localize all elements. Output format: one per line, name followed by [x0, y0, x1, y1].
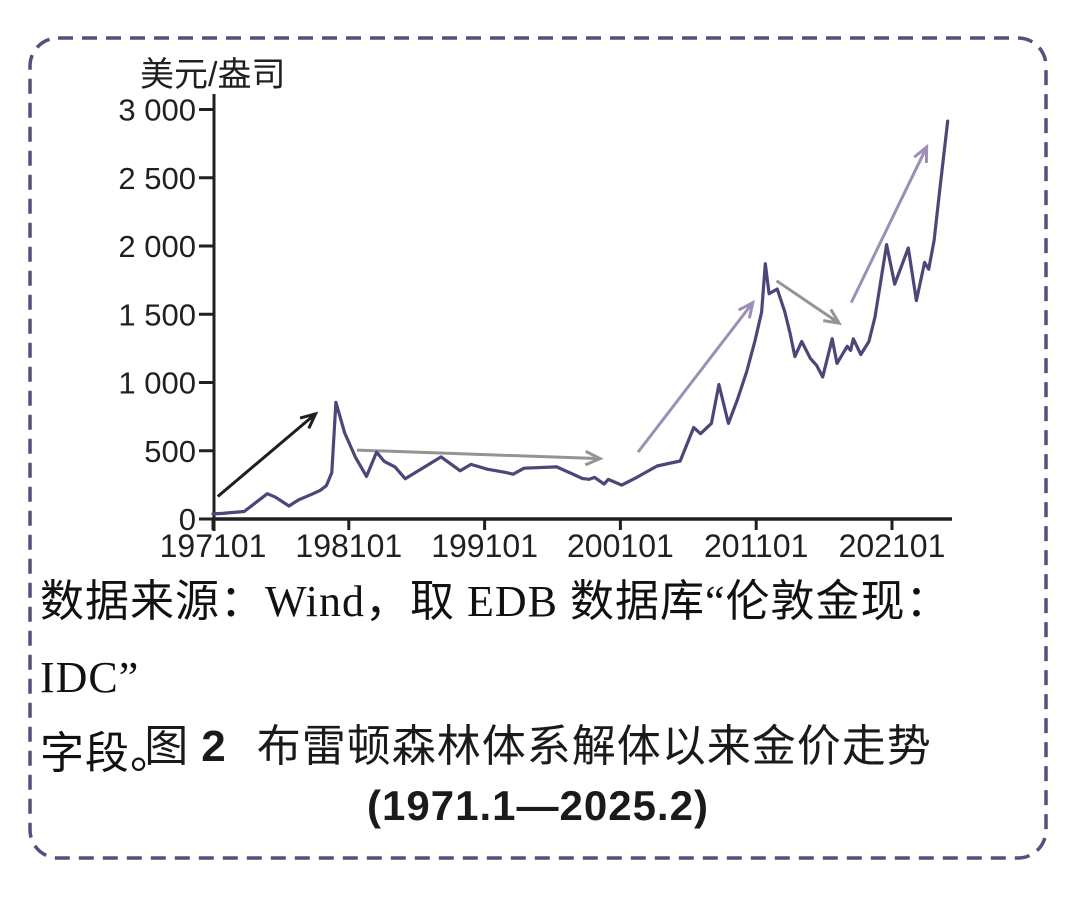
trend-arrow-shaft-2 [356, 448, 601, 461]
y-tick-label: 3 000 [118, 93, 196, 128]
figure-caption-period: (1971.1—2025.2) [367, 782, 709, 829]
y-tick-label: 0 [179, 502, 196, 537]
x-tick-label: 200101 [567, 528, 674, 564]
y-tick-label: 500 [144, 434, 196, 469]
source-note-line-2: 字段。 [40, 729, 175, 778]
figure-caption: 图 2 布雷顿森林体系解体以来金价走势 [30, 710, 1046, 774]
x-tick-label: 201101 [704, 528, 808, 564]
trend-arrow-shaft-5 [849, 146, 928, 304]
figure-caption-number: 2 [201, 722, 227, 771]
gold-price-series-line [211, 119, 950, 516]
x-tick-label: 199101 [431, 528, 538, 564]
y-tick-label: 1 000 [118, 366, 196, 401]
y-tick-label: 2 500 [118, 161, 196, 196]
figure-dashed-border [28, 36, 1048, 860]
y-tick-label: 1 500 [118, 297, 196, 332]
figure-caption-title: 布雷顿森林体系解体以来金价走势 [256, 722, 932, 771]
trend-arrow-head-3 [737, 299, 755, 319]
trend-arrow-shaft-3 [636, 301, 754, 454]
trend-arrow-head-4 [823, 308, 842, 326]
figure-caption-word: 图 [144, 722, 190, 771]
source-note-line-1: 数据来源：Wind，取 EDB 数据库“伦敦金现：IDC” [40, 577, 951, 702]
x-tick-label: 197101 [160, 528, 267, 564]
trend-arrow-head-5 [913, 143, 929, 164]
trend-arrow-head-1 [299, 411, 319, 430]
y-axis-unit-label: 美元/盎司 [140, 56, 285, 94]
trend-arrow-head-2 [584, 450, 604, 467]
trend-arrow-shaft-1 [216, 412, 317, 498]
x-tick-label: 202101 [839, 528, 946, 564]
data-source-note: 数据来源：Wind，取 EDB 数据库“伦敦金现：IDC” 字段。 [40, 564, 1040, 792]
y-tick-label: 2 000 [118, 229, 196, 264]
trend-arrow-shaft-4 [775, 279, 840, 325]
x-tick-label: 198101 [295, 528, 402, 564]
